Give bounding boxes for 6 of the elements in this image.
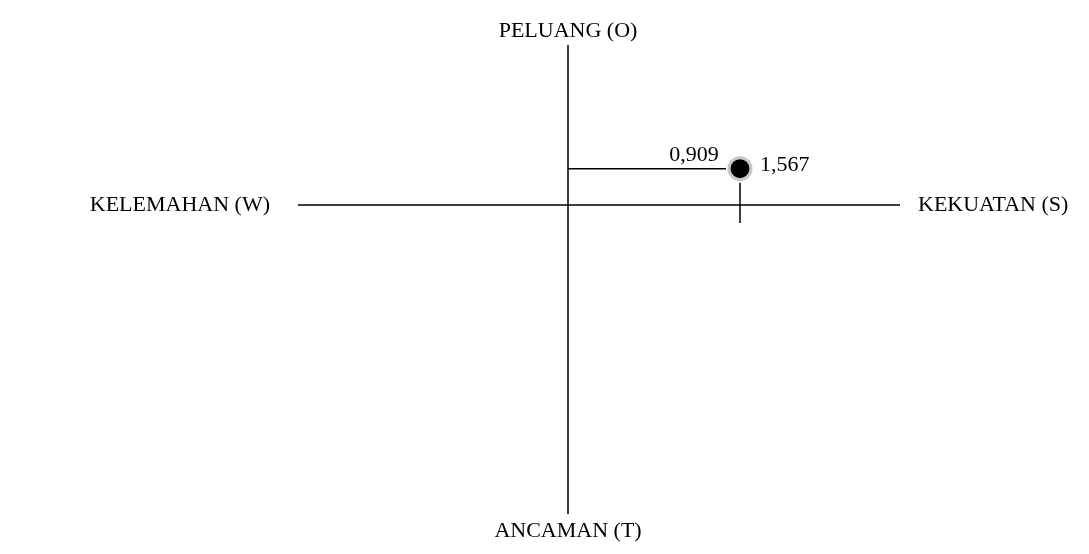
- text: KELEMAHAN (W): [89, 190, 270, 216]
- text: ANCAMAN (T): [494, 516, 642, 542]
- text: 1,567: [760, 151, 810, 177]
- data-label: 0,909: [669, 141, 719, 167]
- text: KEKUATAN (S): [918, 190, 1069, 216]
- text: PELUANG (O): [498, 16, 638, 42]
